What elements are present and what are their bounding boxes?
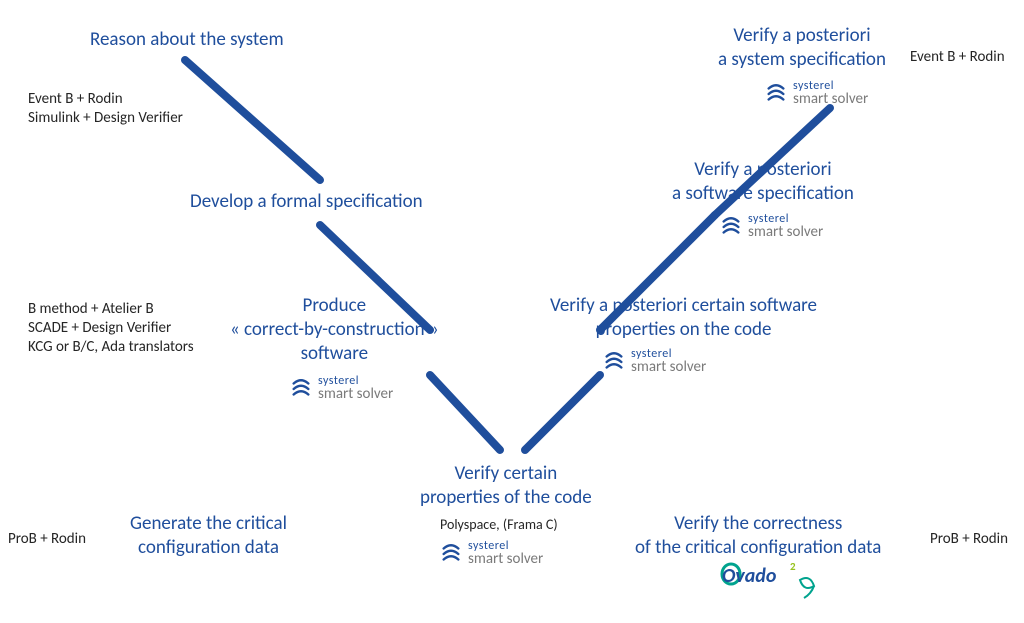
- solver-glyph-icon: [440, 543, 462, 565]
- v-model-diagram: Reason about the system Event B + Rodin …: [0, 0, 1024, 623]
- solver-glyph-icon: [290, 378, 312, 400]
- solver-glyph-icon: [720, 216, 742, 238]
- solver-logo-produce: systerel smart solver: [290, 375, 393, 402]
- step-verify-config: Verify the correctness of the critical c…: [635, 512, 881, 560]
- step-gen-config: Generate the critical configuration data: [130, 512, 287, 560]
- tool-mid-left: B method + Atelier B SCADE + Design Veri…: [28, 300, 194, 356]
- step-verify-sw-spec: Verify a posteriori a software specifica…: [672, 158, 854, 206]
- tool-top-left: Event B + Rodin Simulink + Design Verifi…: [28, 90, 183, 128]
- step-verify-code: Verify certain properties of the code: [420, 462, 592, 510]
- step-produce: Produce « correct-by-construction » soft…: [230, 294, 439, 365]
- tool-polyspace: Polyspace, (Frama C): [440, 516, 558, 534]
- step-verify-sys-spec: Verify a posteriori a system specificati…: [718, 24, 886, 72]
- solver-bot: smart solver: [631, 360, 706, 375]
- ovado-logo: Ovado 2: [720, 560, 840, 604]
- tool-prob-left: ProB + Rodin: [8, 530, 86, 549]
- step-reason: Reason about the system: [90, 28, 284, 52]
- solver-glyph-icon: [603, 351, 625, 373]
- svg-text:2: 2: [790, 560, 796, 573]
- ovado-icon: Ovado 2: [720, 560, 840, 604]
- solver-logo-sw-spec: systerel smart solver: [720, 213, 823, 240]
- solver-bot: smart solver: [748, 225, 823, 240]
- solver-logo-sw-props: systerel smart solver: [603, 348, 706, 375]
- tool-top-right: Event B + Rodin: [910, 48, 1005, 67]
- solver-glyph-icon: [765, 83, 787, 105]
- solver-bot: smart solver: [793, 92, 868, 107]
- svg-text:Ovado: Ovado: [722, 564, 777, 588]
- solver-bot: smart solver: [318, 387, 393, 402]
- step-develop-spec: Develop a formal specification: [190, 190, 423, 214]
- solver-logo-sys-spec: systerel smart solver: [765, 80, 868, 107]
- step-verify-sw-props: Verify a posteriori certain software pro…: [550, 294, 817, 342]
- solver-logo-bottom: systerel smart solver: [440, 540, 543, 567]
- solver-bot: smart solver: [468, 552, 543, 567]
- tool-prob-right: ProB + Rodin: [930, 530, 1008, 549]
